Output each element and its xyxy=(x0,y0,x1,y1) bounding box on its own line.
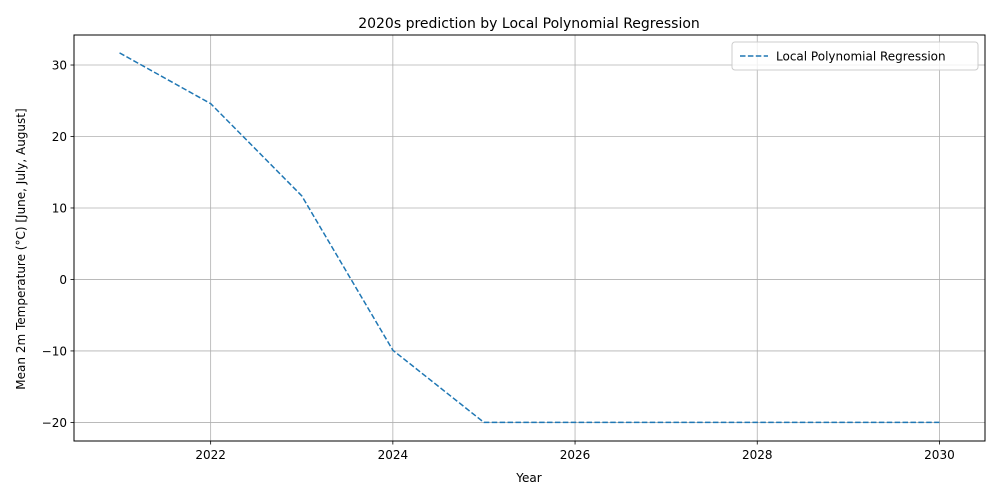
y-tick-label-20: 20 xyxy=(52,130,67,144)
x-tick-label-2022: 2022 xyxy=(195,448,226,462)
chart-title: 2020s prediction by Local Polynomial Reg… xyxy=(358,16,700,32)
x-tick-label-2026: 2026 xyxy=(560,448,591,462)
grid-lines xyxy=(74,35,985,441)
y-tick-label-30: 30 xyxy=(52,59,67,73)
legend-label-local-polynomial-regression: Local Polynomial Regression xyxy=(776,50,946,64)
series-line-local-polynomial-regression xyxy=(119,52,940,424)
x-axis-label: Year xyxy=(515,471,541,485)
x-tick-label-2028: 2028 xyxy=(742,448,773,462)
y-tick-label-0: 0 xyxy=(59,273,67,287)
y-axis-label: Mean 2m Temperature (°C) [June, July, Au… xyxy=(14,108,28,389)
x-tick-label-2030: 2030 xyxy=(924,448,955,462)
plot-frame xyxy=(73,34,986,442)
x-tick-label-2024: 2024 xyxy=(378,448,409,462)
legend-box xyxy=(731,41,979,71)
y-tick-label-10: 10 xyxy=(52,201,67,215)
y-tick-label--20: −20 xyxy=(42,416,67,430)
series-layer xyxy=(119,52,940,424)
y-tick-label--10: −10 xyxy=(42,344,67,358)
legend: Local Polynomial Regression xyxy=(731,41,979,71)
